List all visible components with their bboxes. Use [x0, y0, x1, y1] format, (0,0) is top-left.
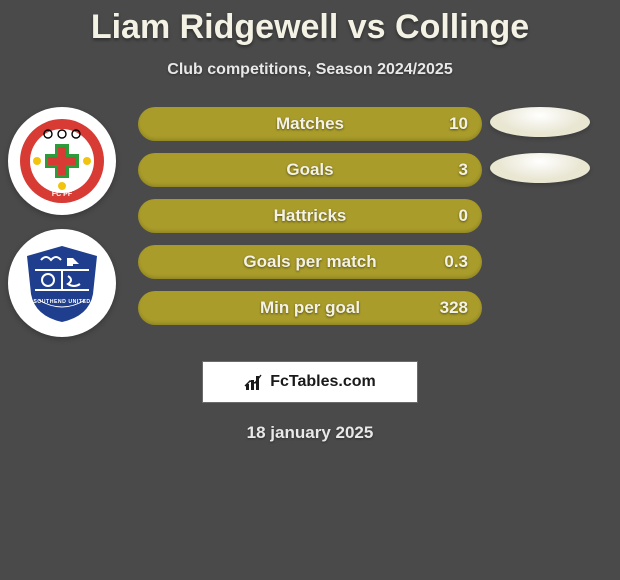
stat-label: Matches: [138, 114, 482, 134]
club-badges-column: FC PF SOUTHEND UNITED: [8, 107, 128, 351]
stat-label: Goals per match: [138, 252, 482, 272]
stat-value: 0.3: [444, 252, 468, 272]
date-text: 18 january 2025: [0, 423, 620, 443]
stat-value: 10: [449, 114, 468, 134]
stat-value: 328: [440, 298, 468, 318]
club-badge-top: FC PF: [8, 107, 116, 215]
stat-oval: [490, 153, 590, 183]
stat-label: Min per goal: [138, 298, 482, 318]
stat-label: Hattricks: [138, 206, 482, 226]
stat-oval: [490, 107, 590, 137]
fcpf-crest-icon: FC PF: [19, 118, 105, 204]
page-title: Liam Ridgewell vs Collinge: [0, 0, 620, 47]
southend-crest-icon: SOUTHEND UNITED: [19, 240, 105, 326]
svg-text:FC PF: FC PF: [52, 191, 73, 198]
bar-chart-icon: [244, 372, 264, 392]
stat-bars-column: Matches10 Goals3 Hattricks0 Goals per match…: [138, 107, 482, 337]
stat-value: 3: [459, 160, 468, 180]
attribution-box: FcTables.com: [202, 361, 418, 403]
stat-label: Goals: [138, 160, 482, 180]
attribution-text: FcTables.com: [270, 373, 376, 391]
ovals-column: [490, 107, 610, 337]
stat-bar: Matches10: [138, 107, 482, 141]
club-badge-bottom: SOUTHEND UNITED: [8, 229, 116, 337]
stat-bar: Goals3: [138, 153, 482, 187]
infographic-container: Liam Ridgewell vs Collinge Club competit…: [0, 0, 620, 580]
stat-value: 0: [459, 206, 468, 226]
page-subtitle: Club competitions, Season 2024/2025: [0, 61, 620, 79]
stat-bar: Hattricks0: [138, 199, 482, 233]
stat-bar: Min per goal328: [138, 291, 482, 325]
svg-text:SOUTHEND UNITED: SOUTHEND UNITED: [33, 299, 90, 305]
stat-bar: Goals per match0.3: [138, 245, 482, 279]
body-area: FC PF SOUTHEND UNITED: [0, 107, 620, 347]
